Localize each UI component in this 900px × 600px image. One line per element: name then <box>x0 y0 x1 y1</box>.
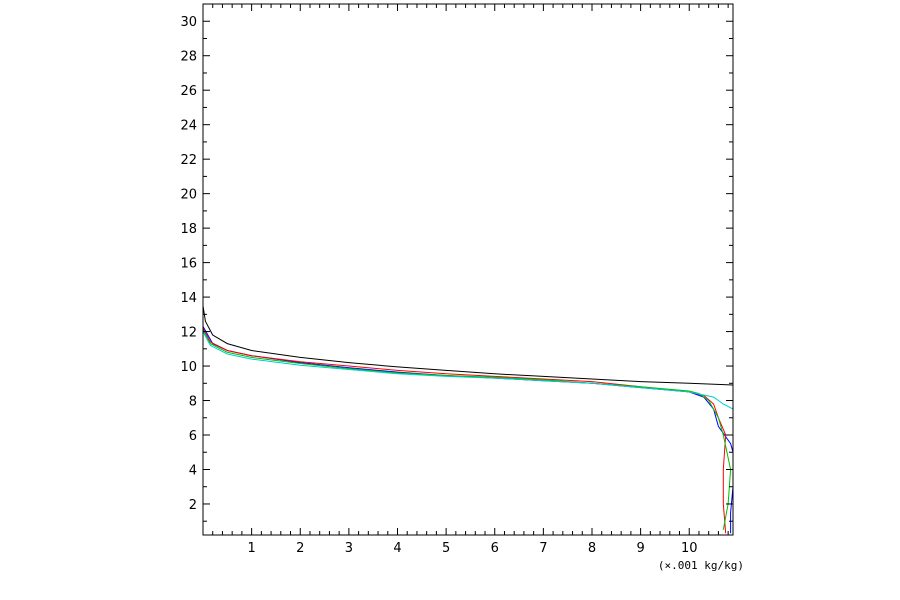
y-tick-label: 6 <box>189 429 197 444</box>
y-tick-label: 18 <box>180 222 197 237</box>
series-line-5 <box>202 4 734 410</box>
x-tick-label: 3 <box>345 541 353 556</box>
x-tick-label: 9 <box>636 541 644 556</box>
y-tick-label: 28 <box>180 50 197 65</box>
y-tick-label: 8 <box>189 395 197 410</box>
x-tick-label: 2 <box>296 541 304 556</box>
x-tick-label: 1 <box>247 541 255 556</box>
x-tick-label: 6 <box>491 541 499 556</box>
x-tick-label: 4 <box>393 541 401 556</box>
y-tick-label: 14 <box>180 291 197 306</box>
series-line-3 <box>202 327 727 534</box>
y-tick-label: 26 <box>180 84 197 99</box>
y-tick-label: 2 <box>189 498 197 513</box>
y-tick-label: 4 <box>189 463 197 478</box>
x-tick-label: 8 <box>588 541 596 556</box>
x-tick-label: 10 <box>681 541 698 556</box>
y-tick-label: 20 <box>180 188 197 203</box>
y-tick-label: 10 <box>180 360 197 375</box>
x-tick-label: 7 <box>539 541 547 556</box>
series-layer <box>202 4 734 534</box>
x-axis-unit-label: (×.001 kg/kg) <box>658 559 744 572</box>
plot-frame <box>202 3 734 536</box>
y-tick-label: 30 <box>180 15 197 30</box>
y-tick-label: 12 <box>180 326 197 341</box>
series-line-2 <box>202 326 734 534</box>
x-tick-label: 5 <box>442 541 450 556</box>
y-tick-label: 24 <box>180 119 197 134</box>
y-tick-label: 22 <box>180 153 197 168</box>
series-line-1 <box>202 4 734 386</box>
y-tick-label: 16 <box>180 257 197 272</box>
